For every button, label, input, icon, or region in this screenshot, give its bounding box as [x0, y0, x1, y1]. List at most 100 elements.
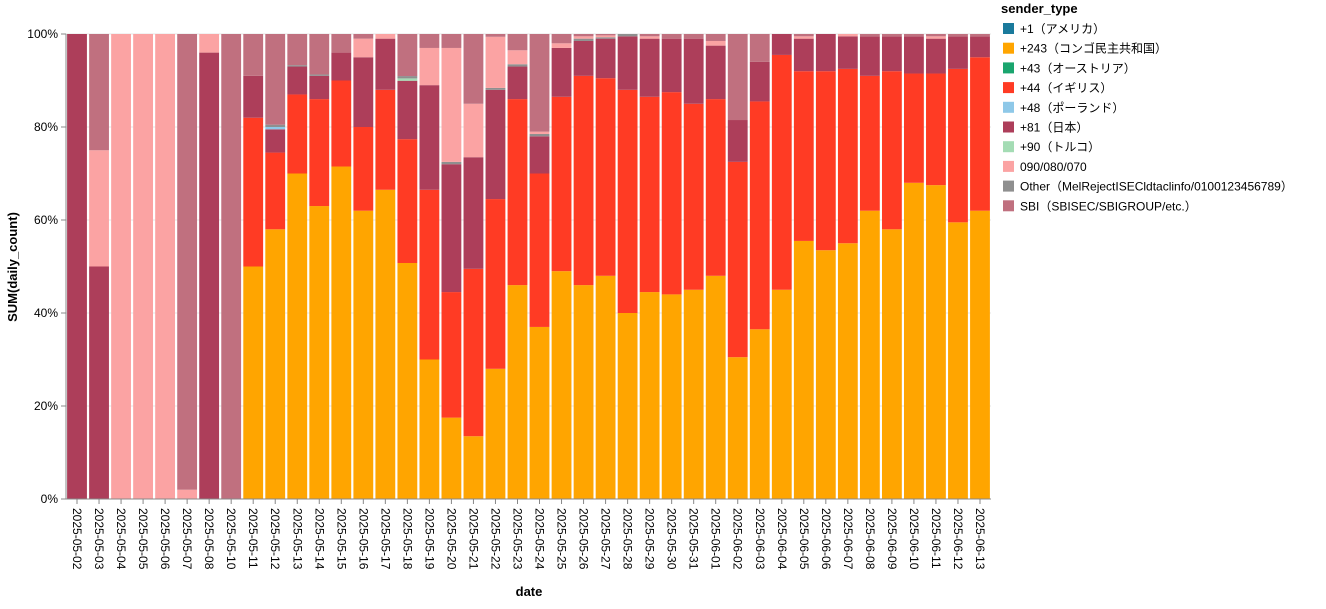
bar-segment [881, 36, 902, 72]
x-tick-label: 2025-06-04 [775, 508, 789, 570]
bar-segment [441, 164, 462, 293]
legend: sender_type +1（アメリカ） +243（コンゴ民主共和国） +43（オー… [1001, 1, 1293, 213]
bar-segment [265, 127, 286, 130]
bar-segment [573, 75, 594, 286]
bar-segment [727, 357, 748, 499]
bar-segment [617, 313, 638, 499]
bar-segment [507, 34, 528, 51]
legend-swatch [1003, 160, 1014, 172]
bar-segment [419, 34, 440, 48]
bar-segment [837, 68, 858, 244]
x-tick-label: 2025-05-18 [400, 508, 414, 570]
bar-segment [837, 243, 858, 499]
bar-segment [970, 34, 990, 37]
bar-segment [441, 417, 462, 499]
bar-segment [661, 92, 682, 295]
x-tick-label: 2025-06-01 [709, 508, 723, 570]
bar-segment [507, 285, 528, 499]
bar-segment [573, 285, 594, 499]
bar-segment [881, 71, 902, 230]
bar-segment [705, 275, 726, 499]
bar-segment [155, 34, 176, 499]
x-tick-label: 2025-05-30 [665, 508, 679, 570]
legend-swatch [1003, 82, 1014, 94]
bar-segment [573, 40, 594, 76]
bar-segment [727, 34, 748, 121]
x-tick-label: 2025-05-23 [510, 508, 524, 570]
bar-segment [948, 34, 968, 37]
x-tick-label: 2025-05-02 [70, 508, 84, 570]
bar-segment [397, 78, 418, 81]
bar-segment [683, 34, 704, 39]
y-tick-label: 0% [41, 492, 59, 506]
bar-segment [793, 71, 814, 241]
bar-segment [948, 222, 968, 499]
y-tick-label: 60% [34, 213, 58, 227]
bar-segment [397, 34, 418, 77]
bar-segment [309, 75, 330, 100]
bar-segment [573, 38, 594, 41]
bar-segment [551, 47, 572, 97]
bar-segment [683, 103, 704, 290]
bar-segment [595, 34, 616, 36]
legend-label: +243（コンゴ民主共和国） [1020, 41, 1167, 56]
bar-segment [793, 38, 814, 72]
bar-segment [771, 34, 792, 55]
bar-segment [375, 38, 396, 90]
bar-segment [970, 57, 990, 211]
bar-segment [749, 101, 770, 330]
x-tick-label: 2025-05-13 [290, 508, 304, 570]
bar-segment [551, 43, 572, 48]
bar-segment [529, 131, 550, 134]
bar-segment [419, 47, 440, 86]
bar-segment [375, 89, 396, 190]
legend-swatch [1003, 141, 1014, 153]
x-tick-label: 2025-05-27 [599, 508, 613, 570]
bar-segment [485, 87, 506, 90]
bar-segment [705, 40, 726, 46]
legend-swatch [1003, 101, 1014, 113]
bar-segment [397, 76, 418, 79]
legend-swatch [1003, 23, 1014, 34]
legend-swatch [1003, 62, 1014, 74]
bar-segment [67, 34, 87, 499]
bars-layer [67, 34, 990, 500]
x-tick-label: 2025-05-11 [246, 508, 260, 569]
bar-segment [265, 129, 286, 153]
bar-segment [507, 64, 528, 67]
y-axis-title: SUM(daily_count) [5, 212, 20, 322]
bar-segment [551, 271, 572, 499]
bar-segment [749, 34, 770, 62]
bar-segment [199, 34, 220, 53]
bar-segment [419, 359, 440, 499]
bar-segment [904, 73, 924, 183]
bar-segment [177, 489, 198, 499]
bar-segment [331, 166, 352, 499]
bar-segment [529, 173, 550, 327]
bar-segment [353, 210, 374, 499]
bar-segment [463, 436, 484, 499]
bar-segment [111, 34, 131, 499]
x-tick-label: 2025-05-25 [555, 508, 569, 570]
x-tick-label: 2025-05-28 [621, 508, 635, 570]
bar-segment [309, 74, 330, 76]
bar-segment [926, 36, 946, 39]
bar-segment [89, 266, 109, 499]
bar-segment [89, 34, 109, 151]
x-tick-label: 2025-06-11 [929, 508, 943, 569]
bar-segment [485, 199, 506, 369]
bar-segment [595, 37, 616, 39]
x-tick-label: 2025-06-03 [753, 508, 767, 570]
x-tick-label: 2025-05-20 [444, 508, 458, 570]
x-tick-label: 2025-06-10 [907, 508, 921, 570]
bar-segment [948, 36, 968, 69]
bar-segment [904, 36, 924, 74]
x-tick-label: 2025-05-05 [136, 508, 150, 570]
legend-label: SBI（SBISEC/SBIGROUP/etc.） [1020, 199, 1197, 213]
bar-segment [287, 173, 308, 499]
x-tick-label: 2025-05-08 [202, 508, 216, 570]
y-tick-label: 100% [27, 27, 58, 41]
bar-segment [639, 36, 660, 39]
legend-swatch [1003, 42, 1014, 54]
